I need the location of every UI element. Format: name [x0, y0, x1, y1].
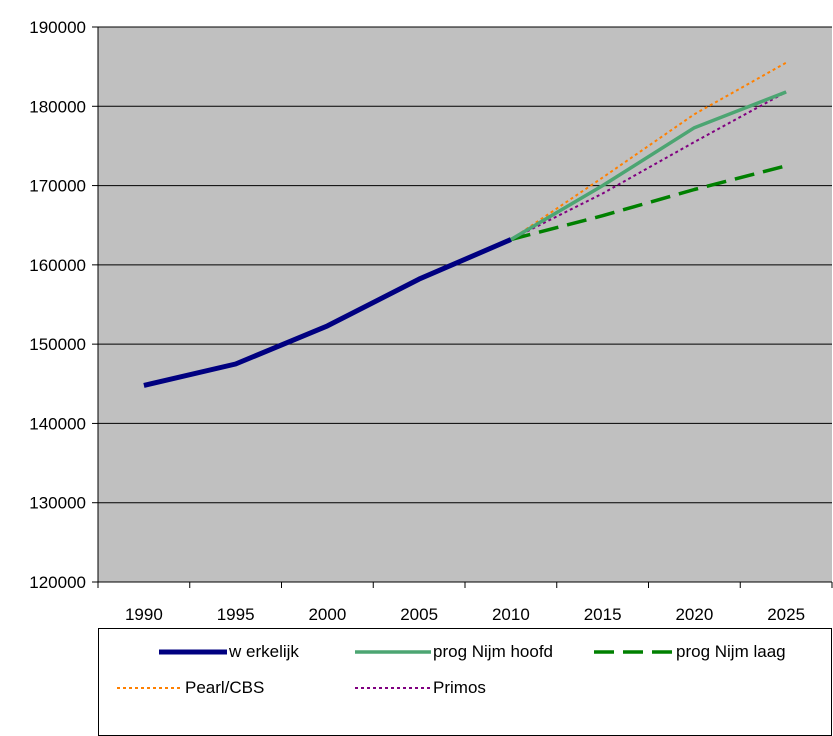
legend-swatch-werkelijk	[159, 649, 227, 655]
x-tick-label: 1995	[217, 605, 255, 624]
legend-label-pearl-cbs: Pearl/CBS	[185, 678, 265, 697]
legend-swatch-prog-nijm-hoofd	[355, 650, 431, 654]
legend-item-primos: Primos	[355, 675, 486, 701]
legend-label-werkelijk: w erkelijk	[229, 642, 299, 661]
legend-label-prog-nijm-hoofd: prog Nijm hoofd	[433, 642, 554, 661]
series-line-prog-nijm-laag	[510, 164, 787, 242]
legend-swatch-prog-nijm-laag	[594, 650, 674, 654]
x-tick-label: 2020	[675, 605, 713, 624]
series-line-prog-nijm-hoofd	[510, 90, 787, 242]
legend-item-pearl-cbs: Pearl/CBS	[117, 675, 264, 701]
y-tick-label: 130000	[29, 494, 86, 513]
plot-area	[98, 27, 832, 582]
legend-item-prog-nijm-hoofd: prog Nijm hoofd	[355, 639, 553, 665]
legend-swatch-pearl-cbs	[117, 687, 183, 689]
legend-item-prog-nijm-laag: prog Nijm laag	[594, 639, 786, 665]
legend-label-prog-nijm-laag: prog Nijm laag	[676, 642, 786, 661]
x-tick-label: 2010	[492, 605, 530, 624]
x-axis-ticks: 1990 1995 2000 2005 2010 2015 2020 2025	[97, 582, 833, 624]
x-tick-label: 2000	[308, 605, 346, 624]
series-lines	[143, 61, 787, 388]
series-line-primos	[510, 91, 787, 241]
y-tick-label: 120000	[29, 573, 86, 592]
line-chart: 120000 130000 140000 150000 160000 170000 1800…	[29, 18, 833, 624]
gridlines	[98, 26, 832, 583]
y-tick-label: 150000	[29, 335, 86, 354]
legend-item-werkelijk: w erkelijk	[159, 639, 299, 665]
y-tick-label: 160000	[29, 256, 86, 275]
series-line-pearl-cbs	[510, 61, 787, 241]
x-tick-label: 1990	[125, 605, 163, 624]
legend: w erkelijk prog Nijm hoofd prog Nijm laa…	[98, 628, 832, 736]
legend-label-primos: Primos	[433, 678, 486, 697]
x-tick-label: 2025	[767, 605, 805, 624]
y-tick-label: 190000	[29, 18, 86, 37]
y-tick-label: 180000	[29, 97, 86, 116]
series-line-w-erkelijk	[143, 237, 512, 388]
y-tick-label: 170000	[29, 177, 86, 196]
x-tick-label: 2005	[400, 605, 438, 624]
legend-swatch-primos	[355, 687, 431, 689]
y-axis-ticks: 120000 130000 140000 150000 160000 170000 1800…	[29, 18, 98, 592]
y-tick-label: 140000	[29, 414, 86, 433]
x-tick-label: 2015	[584, 605, 622, 624]
